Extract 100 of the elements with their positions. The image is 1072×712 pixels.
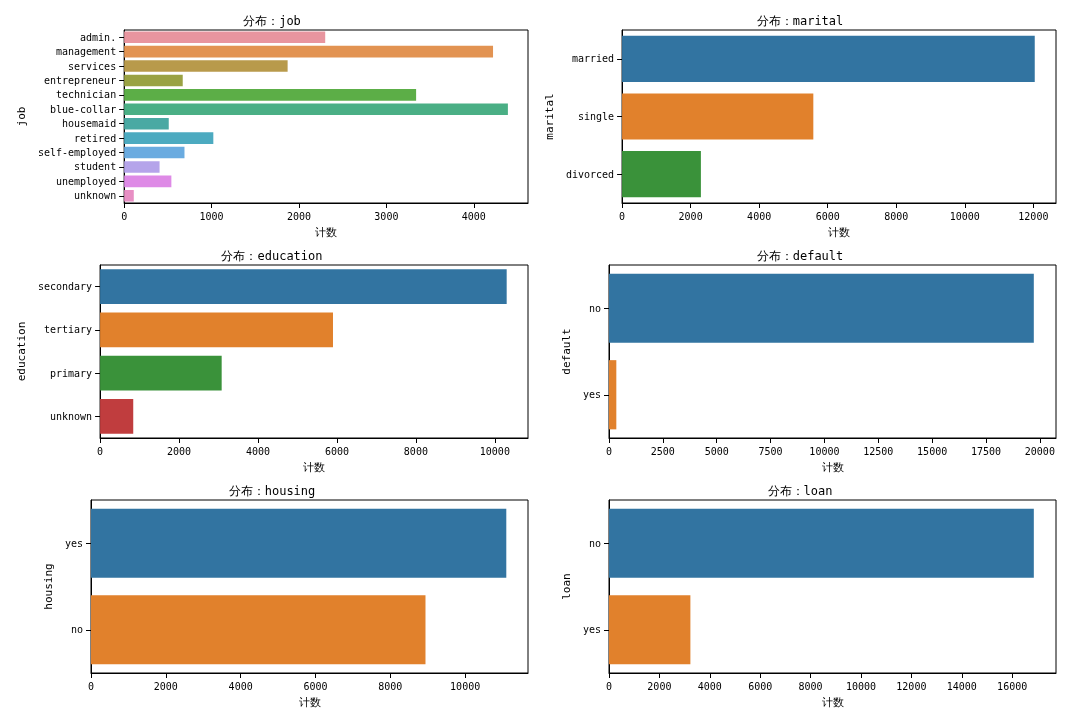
bar (124, 132, 214, 144)
bar (124, 89, 417, 101)
x-tick-label: 2000 (153, 680, 178, 692)
y-tick-label: married (571, 53, 615, 65)
bar (124, 190, 134, 202)
bar (124, 161, 160, 173)
y-tick-label: technician (55, 89, 117, 101)
x-tick-label: 6000 (303, 680, 328, 692)
y-tick-label: entrepreneur (43, 74, 117, 86)
bar (124, 146, 185, 159)
x-tick-label: 17500 (970, 445, 1002, 457)
x-tick-label: 5000 (704, 445, 729, 457)
x-tick-label: 2000 (286, 210, 312, 222)
x-tick-label: 6000 (815, 210, 840, 222)
chart-title: 分布：job (243, 14, 301, 28)
x-axis-title: 计数 (828, 226, 851, 239)
y-tick-label: tertiary (43, 324, 93, 336)
bar (124, 45, 494, 58)
y-axis-title: default (560, 328, 574, 375)
bar (622, 151, 701, 198)
x-tick-label: 0 (619, 210, 626, 222)
x-tick-label: 4000 (245, 445, 271, 457)
x-tick-label: 6000 (748, 680, 773, 692)
y-tick-label: services (67, 60, 117, 72)
y-axis-title: housing (42, 563, 56, 610)
bar (622, 93, 814, 140)
x-tick-label: 12000 (1018, 210, 1049, 222)
x-tick-label: 10000 (845, 680, 877, 692)
y-tick-label: retired (74, 132, 117, 144)
x-tick-label: 0 (121, 210, 128, 222)
chart-title: 分布：loan (767, 484, 833, 498)
x-tick-label: 20000 (1024, 445, 1055, 457)
x-tick-label: 2000 (647, 680, 672, 692)
x-tick-label: 3000 (374, 210, 399, 222)
x-tick-label: 10000 (450, 680, 481, 692)
bar (124, 31, 326, 43)
bar (124, 74, 183, 87)
x-tick-label: 10000 (809, 445, 840, 457)
x-axis-title: 计数 (821, 696, 844, 709)
y-tick-label: no (588, 302, 601, 314)
y-tick-label: unknown (49, 410, 93, 422)
x-tick-label: 8000 (378, 680, 403, 692)
x-axis-title: 计数 (298, 696, 321, 709)
x-axis-title: 计数 (303, 461, 326, 474)
bar (622, 35, 1035, 82)
x-tick-label: 8000 (884, 210, 909, 222)
bar (124, 60, 288, 72)
y-tick-label: yes (64, 537, 83, 549)
y-tick-label: no (70, 624, 83, 636)
x-tick-label: 4000 (228, 680, 253, 692)
bar (124, 117, 169, 130)
y-tick-label: yes (582, 389, 601, 401)
x-axis-title: 计数 (821, 461, 844, 474)
y-tick-label: secondary (37, 281, 93, 293)
x-tick-label: 2000 (678, 210, 703, 222)
bar (100, 269, 507, 304)
x-tick-label: 2000 (166, 445, 192, 457)
bar (124, 175, 172, 188)
x-tick-label: 6000 (324, 445, 349, 457)
y-tick-label: yes (582, 624, 601, 636)
y-tick-label: unknown (74, 190, 117, 202)
y-tick-label: management (55, 46, 117, 58)
y-axis-title: loan (560, 573, 574, 600)
chart-title: 分布：default (756, 249, 844, 263)
x-tick-label: 2500 (650, 445, 675, 457)
x-tick-label: 0 (605, 680, 613, 692)
x-tick-label: 16000 (997, 680, 1028, 692)
y-tick-label: housemaid (61, 118, 117, 130)
x-tick-label: 1000 (199, 210, 224, 222)
chart-title: 分布：education (221, 249, 323, 263)
bar (100, 399, 134, 434)
y-tick-label: primary (49, 367, 93, 379)
x-tick-label: 14000 (946, 680, 977, 692)
x-tick-label: 12500 (863, 445, 894, 457)
x-tick-label: 0 (87, 680, 95, 692)
x-tick-label: 0 (605, 445, 613, 457)
x-tick-label: 10000 (949, 210, 980, 222)
x-tick-label: 8000 (798, 680, 823, 692)
y-axis-title: marital (543, 93, 556, 140)
chart-title: 分布：housing (228, 484, 316, 498)
x-tick-label: 7500 (758, 445, 783, 457)
y-tick-label: blue-collar (49, 103, 117, 115)
y-tick-label: no (588, 537, 601, 549)
x-tick-label: 8000 (403, 445, 428, 457)
y-tick-label: single (577, 111, 615, 122)
x-tick-label: 12000 (896, 680, 927, 692)
y-axis-title: education (15, 321, 28, 382)
x-tick-label: 4000 (461, 210, 486, 222)
x-tick-label: 0 (97, 445, 104, 457)
x-tick-label: 10000 (479, 445, 510, 457)
y-tick-label: unemployed (55, 175, 117, 187)
y-tick-label: self-employed (37, 147, 117, 159)
x-tick-label: 15000 (917, 445, 948, 457)
y-axis-title: job (15, 106, 28, 127)
bar (100, 355, 222, 391)
y-tick-label: admin. (80, 31, 117, 43)
chart-title: 分布：marital (756, 14, 844, 28)
bar (124, 103, 508, 116)
y-tick-label: divorced (565, 168, 615, 180)
x-tick-label: 4000 (747, 210, 772, 222)
